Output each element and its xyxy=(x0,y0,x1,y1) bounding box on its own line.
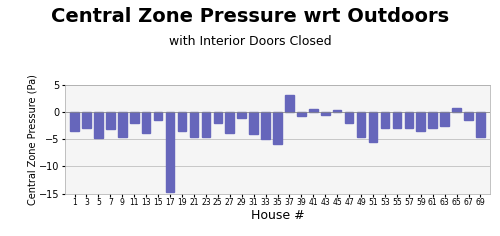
Bar xyxy=(70,112,79,131)
Text: Central Zone Pressure wrt Outdoors: Central Zone Pressure wrt Outdoors xyxy=(51,7,449,26)
Bar xyxy=(154,112,162,120)
Bar xyxy=(142,112,150,133)
Bar xyxy=(357,112,366,136)
Bar xyxy=(404,112,413,128)
Text: with Interior Doors Closed: with Interior Doors Closed xyxy=(168,35,332,48)
Bar xyxy=(273,112,282,143)
Bar xyxy=(190,112,198,136)
Bar xyxy=(166,112,174,192)
Bar xyxy=(440,112,449,126)
Bar xyxy=(94,112,102,138)
Bar xyxy=(118,112,126,136)
Bar xyxy=(106,112,114,130)
Bar xyxy=(202,112,210,136)
Bar xyxy=(238,112,246,118)
Bar xyxy=(368,112,378,142)
Bar xyxy=(82,112,91,128)
Bar xyxy=(476,112,484,136)
Bar xyxy=(285,95,294,112)
Bar xyxy=(428,112,437,128)
Bar xyxy=(464,112,473,120)
Bar xyxy=(250,112,258,134)
X-axis label: House #: House # xyxy=(250,210,304,223)
Bar xyxy=(416,112,425,131)
Bar xyxy=(345,112,354,123)
Bar xyxy=(333,110,342,112)
Bar xyxy=(380,112,389,128)
Bar xyxy=(262,112,270,139)
Bar xyxy=(130,112,138,123)
Bar xyxy=(214,112,222,123)
Bar xyxy=(309,110,318,112)
Bar xyxy=(392,112,401,128)
Bar xyxy=(297,112,306,116)
Bar xyxy=(321,112,330,115)
Bar xyxy=(452,108,461,112)
Bar xyxy=(178,112,186,131)
Bar xyxy=(226,112,234,133)
Y-axis label: Central Zone Pressure (Pa): Central Zone Pressure (Pa) xyxy=(28,74,38,205)
